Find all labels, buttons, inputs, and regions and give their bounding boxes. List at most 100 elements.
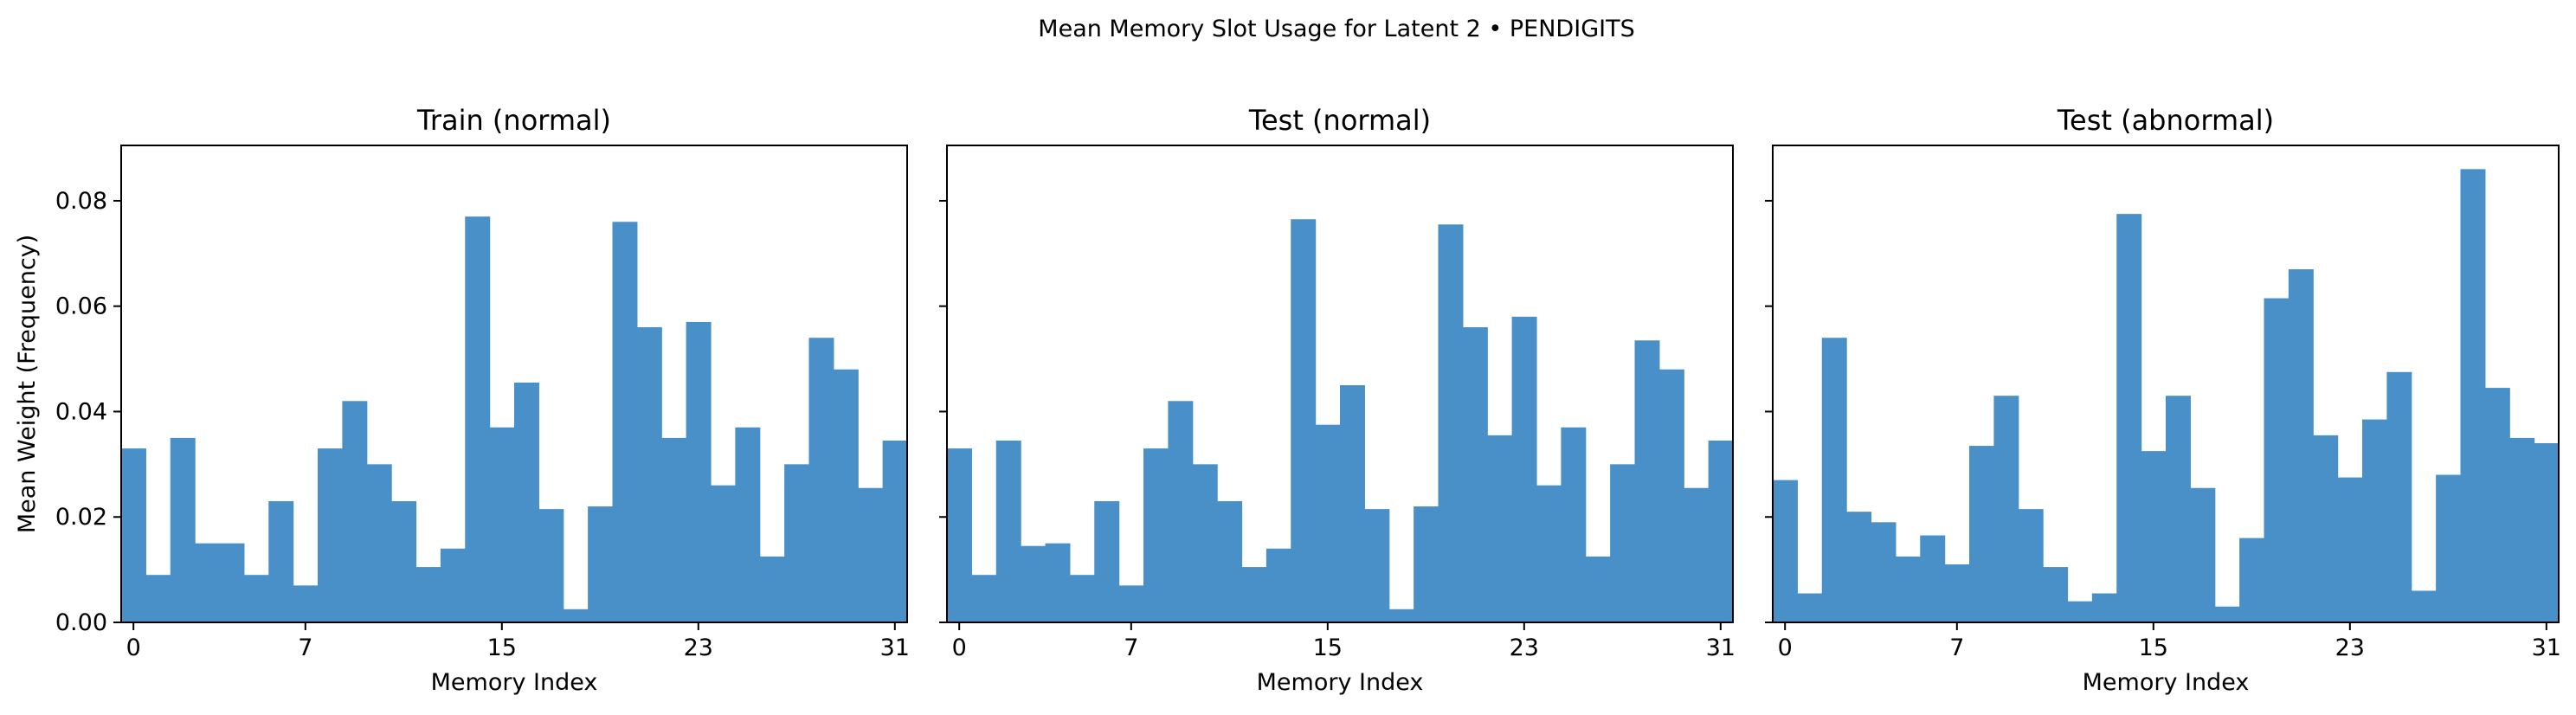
bar (1462, 327, 1488, 622)
y-tick-label: 0.06 (55, 293, 107, 320)
bar (145, 575, 171, 622)
axes-frame (946, 145, 1734, 623)
bar (1021, 545, 1046, 622)
bar (318, 448, 343, 622)
bar (1684, 487, 1710, 622)
bar (342, 401, 368, 622)
bar (1438, 224, 1464, 622)
y-tick-label: 0.02 (55, 504, 107, 531)
subplot-1: 0 7 15 23 31 0.00 0.02 0.04 0.06 0.08 Train (norma… (14, 104, 910, 696)
x-tick-label: 15 (2139, 634, 2168, 661)
bar (2313, 435, 2339, 622)
bar (2091, 593, 2117, 622)
bar (612, 222, 638, 622)
bar (1708, 440, 1734, 622)
x-tick-label: 7 (1949, 634, 1964, 661)
subplot-title: Test (abnormal) (2057, 104, 2274, 137)
bar (293, 585, 319, 622)
bar (195, 543, 221, 622)
bar (465, 216, 491, 623)
bar (858, 487, 884, 622)
bar (2460, 169, 2486, 622)
bar (415, 567, 441, 622)
x-tick-label: 31 (880, 634, 910, 661)
subplot-2: 0 7 15 23 31 Test (normal) Memory Index (939, 104, 1736, 696)
x-axis-label: Memory Index (1257, 669, 1424, 696)
bar (2362, 419, 2387, 622)
bar (1388, 609, 1414, 622)
x-tick-label: 23 (684, 634, 713, 661)
bar (538, 509, 564, 622)
bar (661, 437, 687, 622)
bar (243, 575, 269, 622)
x-tick-label: 15 (1313, 634, 1343, 661)
bar (1920, 535, 1946, 622)
bar (1241, 567, 1267, 622)
x-axis-label: Memory Index (431, 669, 598, 696)
y-tick-label: 0.04 (55, 398, 107, 425)
x-tick-label: 0 (1778, 634, 1793, 661)
bar (686, 321, 712, 622)
x-axis-label: Memory Index (2083, 669, 2250, 696)
x-tick-label: 31 (1706, 634, 1736, 661)
bar (489, 427, 515, 622)
x-tick-label: 0 (126, 634, 141, 661)
bar (1192, 464, 1218, 622)
bar (947, 448, 972, 622)
bar (2067, 601, 2093, 622)
bar (1143, 448, 1169, 622)
bars (121, 216, 908, 623)
bar (1168, 401, 1194, 622)
y-axis-label: Mean Weight (Frequency) (14, 235, 41, 533)
bar (219, 543, 245, 622)
subplots: 0 7 15 23 31 0.00 0.02 0.04 0.06 0.08 Train (norma… (14, 104, 2561, 696)
bar (391, 500, 417, 622)
bar (2116, 214, 2142, 622)
bar (170, 437, 196, 622)
bar (882, 440, 908, 622)
bar (759, 556, 785, 622)
subplot-title: Test (normal) (1248, 104, 1431, 137)
bar (1871, 522, 1897, 622)
x-tick-label: 7 (298, 634, 312, 661)
bar (440, 548, 466, 622)
bar (995, 440, 1021, 622)
bar (588, 506, 614, 622)
bar (711, 485, 736, 622)
bar (1511, 316, 1537, 622)
bar (2436, 474, 2462, 622)
subplot-title: Train (normal) (416, 104, 611, 137)
bars (1773, 169, 2560, 622)
bar (1846, 512, 1872, 622)
bar (2484, 388, 2510, 622)
bar (1634, 340, 1660, 622)
bar (2166, 396, 2191, 622)
bar (268, 500, 294, 622)
subplot-3: 0 7 15 23 31 Test (abnormal) Memory Index (1765, 104, 2561, 696)
x-tick-label: 23 (2335, 634, 2365, 661)
bar (636, 327, 662, 622)
bar (2337, 477, 2363, 622)
bar (2386, 371, 2412, 622)
bar (1340, 385, 1365, 622)
bar (1658, 369, 1684, 622)
bar (1217, 500, 1243, 622)
y-tick-label: 0.00 (55, 609, 107, 636)
bar (1944, 564, 1970, 622)
bar (1773, 480, 1798, 622)
bar (1414, 506, 1439, 622)
bar (808, 338, 834, 622)
bar (735, 427, 761, 622)
bar (2288, 269, 2314, 622)
axes-frame (1772, 145, 2560, 623)
bar (1993, 396, 2019, 622)
bars (947, 219, 1734, 623)
bar (784, 464, 810, 622)
axes-frame (120, 145, 908, 623)
y-tick-label: 0.08 (55, 188, 107, 215)
bar (2018, 509, 2044, 622)
bar (563, 609, 589, 622)
bar (2239, 538, 2265, 622)
bar (121, 448, 146, 622)
